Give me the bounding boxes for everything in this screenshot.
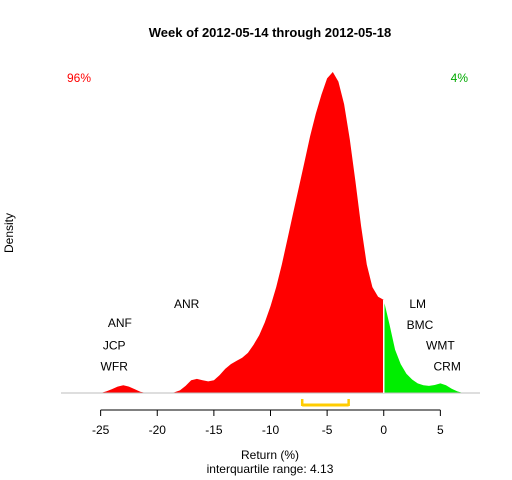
iqr-caption: interquartile range: 4.13 bbox=[207, 462, 334, 476]
ticker-label: ANF bbox=[108, 316, 132, 330]
ticker-label: JCP bbox=[103, 339, 126, 353]
chart-title: Week of 2012-05-14 through 2012-05-18 bbox=[149, 25, 392, 40]
ticker-label: CRM bbox=[433, 360, 460, 374]
ticker-label: WFR bbox=[101, 360, 129, 374]
x-tick-label: -20 bbox=[149, 423, 167, 437]
ticker-label: ANR bbox=[174, 297, 200, 311]
x-tick-label: 5 bbox=[437, 423, 444, 437]
x-axis-label: Return (%) bbox=[241, 448, 299, 462]
positive-share-label: 4% bbox=[451, 71, 469, 85]
positive-density-area bbox=[383, 299, 463, 393]
x-tick-label: -15 bbox=[205, 423, 223, 437]
negative-share-label: 96% bbox=[67, 71, 91, 85]
x-tick-label: 0 bbox=[380, 423, 387, 437]
x-tick-label: -25 bbox=[92, 423, 110, 437]
x-axis: -25 -20 -15 -10 -5 0 5 bbox=[92, 409, 444, 437]
ticker-label: BMC bbox=[407, 318, 434, 332]
negative-density-area bbox=[100, 72, 384, 393]
y-axis-label: Density bbox=[2, 213, 16, 253]
ticker-label: LM bbox=[409, 297, 426, 311]
ticker-annotations: ANF JCP WFR ANR LM BMC WMT CRM bbox=[101, 297, 461, 374]
ticker-label: WMT bbox=[426, 339, 455, 353]
x-tick-label: -5 bbox=[322, 423, 333, 437]
x-tick-label: -10 bbox=[262, 423, 280, 437]
interquartile-range-bar bbox=[300, 399, 350, 407]
